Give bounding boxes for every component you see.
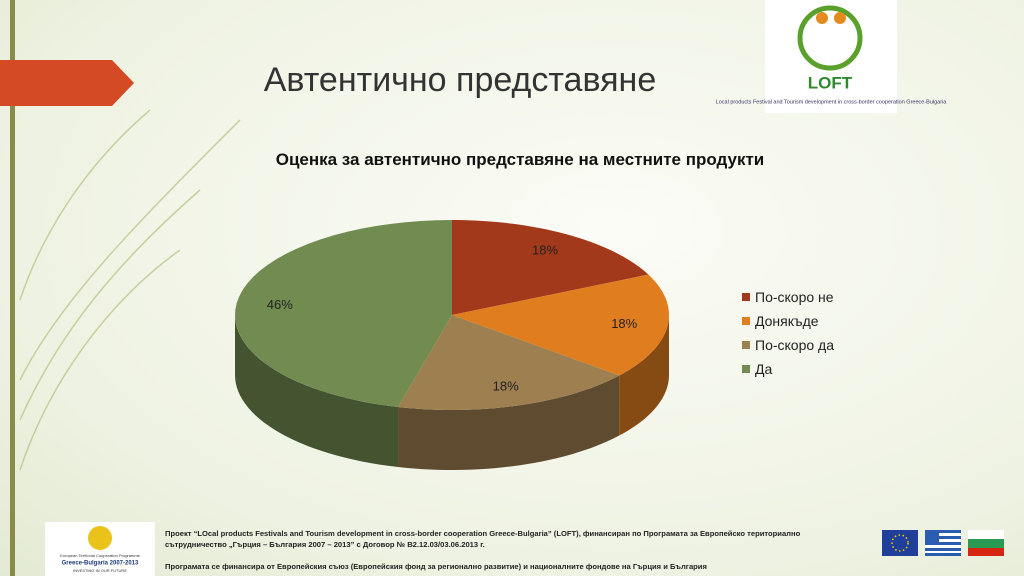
eu-stars xyxy=(891,534,909,552)
pie-slice xyxy=(398,315,620,410)
legend-label: Донякъде xyxy=(755,313,819,329)
legend-swatch xyxy=(742,293,750,301)
logo-figure xyxy=(834,12,846,24)
legend-label: По-скоро да xyxy=(755,337,834,353)
legend-item: По-скоро да xyxy=(742,336,842,354)
pie-slice xyxy=(452,220,649,315)
data-label: 18% xyxy=(493,379,519,394)
logo-ring xyxy=(797,5,863,71)
eu-flag xyxy=(882,530,918,556)
pie-slice xyxy=(452,274,669,376)
programme-emblem xyxy=(88,526,112,550)
side-bar xyxy=(10,0,15,576)
greek-flag xyxy=(925,530,961,556)
pie-slice xyxy=(235,220,452,408)
arrow xyxy=(0,60,134,106)
logo-box xyxy=(765,0,897,113)
pie-side xyxy=(619,315,669,436)
programme-line: INVESTING IN OUR FUTURE xyxy=(73,568,127,573)
legend-label: Да xyxy=(755,361,773,377)
data-label: 18% xyxy=(611,316,637,331)
legend-swatch xyxy=(742,341,750,349)
legend: По-скоро не Донякъде По-скоро да Да xyxy=(742,288,842,384)
legend-item: По-скоро не xyxy=(742,288,842,306)
pie-side xyxy=(235,315,399,468)
bulgarian-flag xyxy=(968,530,1004,556)
programme-line: European Territorial Cooperation Program… xyxy=(60,553,141,558)
data-label: 46% xyxy=(267,297,293,312)
logo-name: LOFT xyxy=(808,73,853,92)
chart-title: Оценка за автентично представяне на мест… xyxy=(275,150,765,169)
data-label: 18% xyxy=(532,242,558,257)
footer-text: Програмата се финансира от Европейския с… xyxy=(165,562,707,571)
footer-text: Проект “LOcal products Festivals and Tou… xyxy=(165,529,801,549)
logo-figure xyxy=(816,12,828,24)
programme-line: Greece-Bulgaria 2007-2013 xyxy=(62,561,139,567)
logo-caption: Local products Festival and Tourism deve… xyxy=(716,99,948,105)
decor xyxy=(19,109,241,471)
legend-label: По-скоро не xyxy=(755,289,834,305)
pie-side xyxy=(398,375,620,470)
legend-item: Донякъде xyxy=(742,312,842,330)
slide-title: Автентично представяне xyxy=(264,61,656,99)
legend-swatch xyxy=(742,365,750,373)
legend-swatch xyxy=(742,317,750,325)
legend-item: Да xyxy=(742,360,842,378)
